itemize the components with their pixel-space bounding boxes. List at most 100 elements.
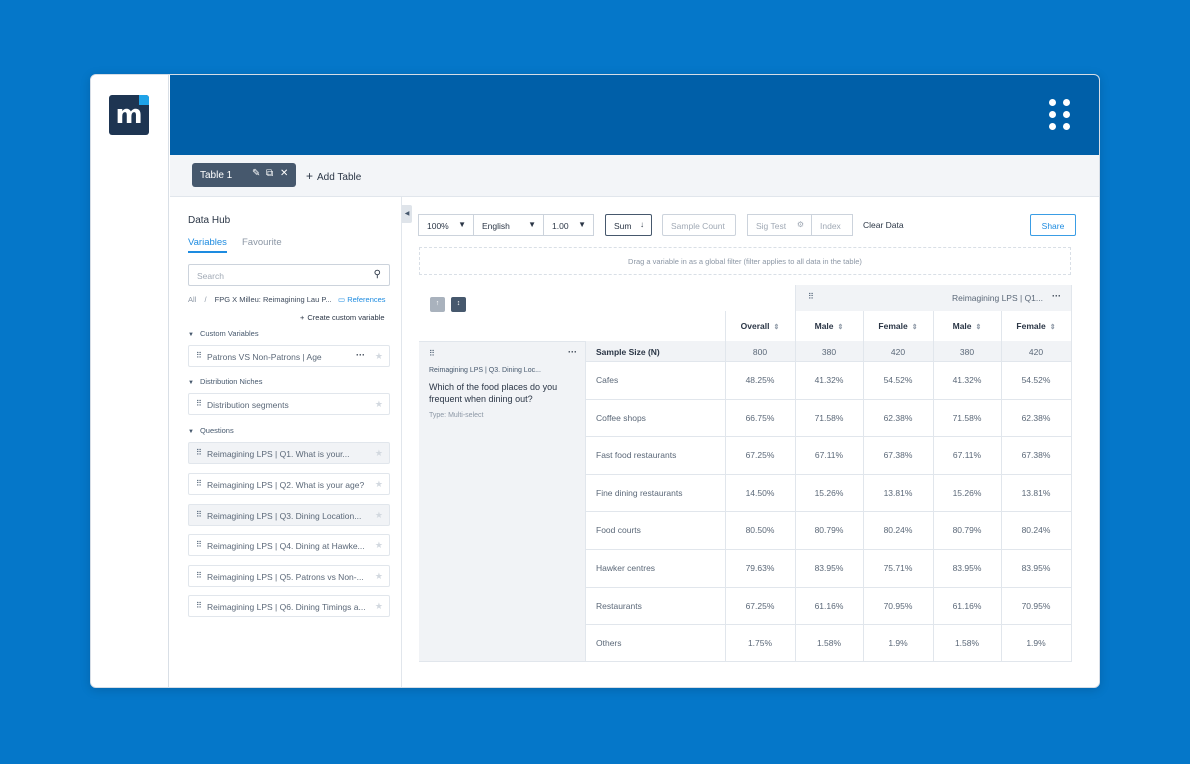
- swap-axes-icon[interactable]: ↕: [451, 297, 466, 312]
- section-title: Distribution Niches: [199, 377, 263, 386]
- table-cell: 1.9%: [1026, 638, 1046, 649]
- drag-handle-icon[interactable]: ⠿: [196, 399, 202, 408]
- column-header[interactable]: Male ⇕: [952, 321, 982, 331]
- column-header[interactable]: Overall ⇕: [740, 321, 780, 331]
- sort-icon[interactable]: ⇕: [837, 324, 844, 331]
- create-custom-label: Create custom variable: [307, 313, 385, 322]
- column-header[interactable]: Female ⇕: [1016, 321, 1056, 331]
- section-questions[interactable]: ▼ Questions: [188, 426, 234, 435]
- global-filter-dropzone[interactable]: Drag a variable in as a global filter (f…: [419, 247, 1071, 275]
- section-custom-variables[interactable]: ▼ Custom Variables: [188, 329, 259, 338]
- star-icon[interactable]: ★: [374, 510, 383, 520]
- drag-handle-icon[interactable]: ⠿: [196, 479, 202, 488]
- question-block[interactable]: ⠿ ··· Reimagining LPS | Q3. Dining Loc..…: [419, 341, 586, 662]
- banner-header[interactable]: ⠿ Reimagining LPS | Q1... ···: [795, 285, 1071, 311]
- close-icon[interactable]: ✕: [280, 168, 289, 179]
- variable-item[interactable]: ⠿ Reimagining LPS | Q5. Patrons vs Non-.…: [188, 565, 390, 587]
- table-cell: 67.25%: [745, 600, 775, 611]
- table-cell: 67.38%: [883, 450, 913, 461]
- duplicate-icon[interactable]: ⧉: [266, 168, 274, 179]
- sample-row-bg: [586, 341, 1071, 361]
- collapse-panel-icon[interactable]: ◀: [402, 205, 412, 223]
- table-cell: 83.95%: [1021, 563, 1051, 573]
- table-cell: 61.16%: [814, 600, 844, 611]
- column-header[interactable]: Male ⇕: [814, 321, 844, 331]
- row-divider: [586, 624, 1071, 626]
- search-input[interactable]: Search ⚲: [188, 264, 390, 286]
- sig-test-button[interactable]: Sig Test ⚙: [747, 214, 812, 236]
- caret-down-icon: ▼: [458, 220, 466, 229]
- star-icon[interactable]: ★: [374, 571, 383, 581]
- add-table-label: Add Table: [317, 172, 362, 183]
- tab-variables[interactable]: Variables: [188, 237, 227, 253]
- column-divider: [725, 311, 726, 662]
- caret-down-icon: ▼: [188, 429, 194, 435]
- index-button[interactable]: Index: [811, 214, 853, 236]
- more-options-icon[interactable]: ···: [1052, 291, 1061, 301]
- variable-item[interactable]: ⠿ Patrons VS Non-Patrons | Age ··· ★: [188, 345, 390, 367]
- caret-down-icon: ▼: [528, 220, 536, 229]
- drag-handle-icon[interactable]: ⠿: [196, 540, 202, 549]
- sort-icon[interactable]: ⇕: [911, 324, 918, 331]
- section-distribution-niches[interactable]: ▼ Distribution Niches: [188, 377, 262, 386]
- decimals-value: 1.00: [552, 221, 569, 231]
- expand-icon[interactable]: ↑: [430, 297, 445, 312]
- language-select[interactable]: English ▼: [473, 214, 544, 236]
- column-divider: [795, 285, 796, 662]
- decimals-select[interactable]: 1.00 ▼: [543, 214, 594, 236]
- drag-handle-icon[interactable]: ⠿: [196, 571, 202, 580]
- sort-icon[interactable]: ⇕: [975, 324, 982, 331]
- star-icon[interactable]: ★: [374, 351, 383, 361]
- drag-handle-icon[interactable]: ⠿: [196, 601, 202, 610]
- variable-item[interactable]: ⠿ Reimagining LPS | Q4. Dining at Hawke.…: [188, 534, 390, 556]
- search-icon[interactable]: ⚲: [373, 269, 381, 280]
- row-label: Restaurants: [596, 600, 642, 611]
- create-custom-variable-button[interactable]: + Create custom variable: [300, 313, 385, 322]
- table-cell: 70.95%: [1021, 600, 1051, 611]
- clear-data-button[interactable]: Clear Data: [863, 220, 904, 230]
- variable-item[interactable]: ⠿ Reimagining LPS | Q2. What is your age…: [188, 473, 390, 495]
- variable-item[interactable]: ⠿ Reimagining LPS | Q6. Dining Timings a…: [188, 595, 390, 617]
- sort-icon[interactable]: ⇕: [773, 324, 780, 331]
- drag-handle-icon[interactable]: ⠿: [196, 510, 202, 519]
- drag-handle-icon[interactable]: ⠿: [196, 448, 202, 457]
- drag-handle-icon[interactable]: ⠿: [429, 349, 435, 358]
- breadcrumb-root[interactable]: All: [188, 295, 197, 304]
- more-options-icon[interactable]: ···: [568, 347, 577, 357]
- tab-table-1[interactable]: Table 1 ✎ ⧉ ✕: [192, 163, 296, 187]
- variable-label: Distribution segments: [207, 400, 289, 410]
- sort-icon[interactable]: ⇕: [1049, 324, 1056, 331]
- star-icon[interactable]: ★: [374, 540, 383, 550]
- variable-item[interactable]: ⠿ Reimagining LPS | Q3. Dining Location.…: [188, 504, 390, 526]
- variable-label: Reimagining LPS | Q2. What is your age?: [207, 480, 365, 490]
- variable-label: Reimagining LPS | Q3. Dining Location...: [207, 511, 362, 521]
- tab-favourite[interactable]: Favourite: [242, 237, 282, 248]
- index-label: Index: [820, 221, 841, 231]
- pencil-icon[interactable]: ✎: [252, 168, 261, 179]
- row-label: Others: [596, 638, 622, 649]
- star-icon[interactable]: ★: [374, 448, 383, 458]
- drag-handle-icon[interactable]: ⠿: [808, 292, 814, 301]
- grid-dots-icon[interactable]: [1049, 99, 1071, 131]
- add-table-button[interactable]: + Add Table: [306, 169, 361, 183]
- table-cell: 80.24%: [883, 525, 913, 536]
- star-icon[interactable]: ★: [374, 399, 383, 409]
- star-icon[interactable]: ★: [374, 479, 383, 489]
- references-link[interactable]: ▭ References: [338, 295, 386, 304]
- column-header[interactable]: Female ⇕: [878, 321, 918, 331]
- table-cell: 67.11%: [952, 450, 982, 461]
- share-button[interactable]: Share: [1030, 214, 1076, 236]
- sum-button[interactable]: Sum ↓: [605, 214, 652, 236]
- more-options-icon[interactable]: ···: [356, 350, 365, 360]
- sample-count-button[interactable]: Sample Count: [662, 214, 736, 236]
- zoom-select[interactable]: 100% ▼: [418, 214, 474, 236]
- variable-label: Reimagining LPS | Q6. Dining Timings a..…: [207, 602, 366, 612]
- caret-down-icon: ▼: [188, 380, 194, 386]
- variable-item[interactable]: ⠿ Distribution segments ★: [188, 393, 390, 415]
- variable-item[interactable]: ⠿ Reimagining LPS | Q1. What is your... …: [188, 442, 390, 464]
- breadcrumb-separator: /: [204, 295, 207, 304]
- table-bottom-border: [419, 661, 1071, 662]
- star-icon[interactable]: ★: [374, 601, 383, 611]
- app-logo[interactable]: m: [109, 95, 149, 135]
- drag-handle-icon[interactable]: ⠿: [196, 351, 202, 360]
